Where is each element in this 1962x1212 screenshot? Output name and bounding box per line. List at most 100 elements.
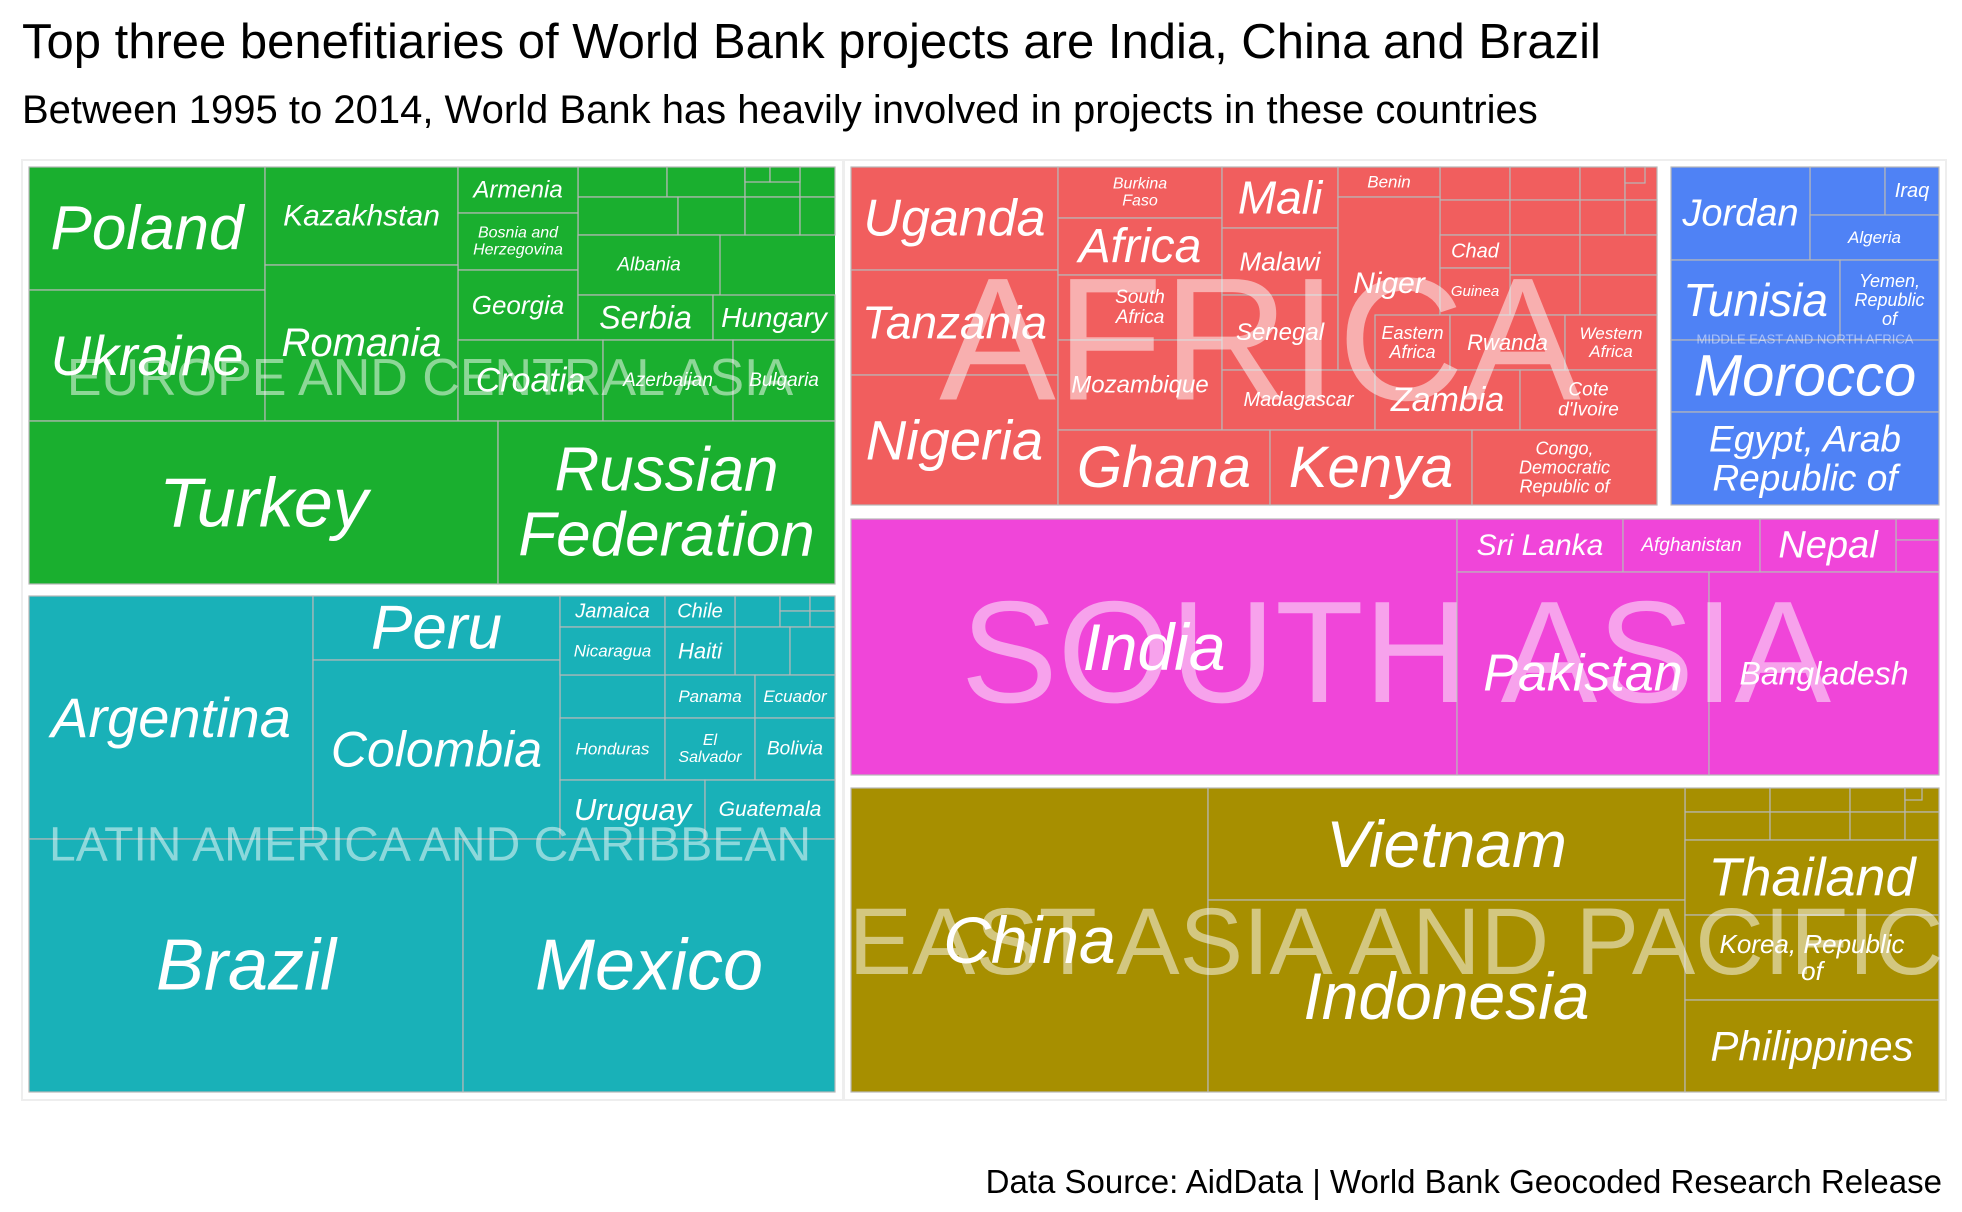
label-rwanda: Rwanda	[1467, 330, 1548, 355]
minor-country-tile	[744, 196, 801, 236]
label-uganda: Uganda	[863, 190, 1045, 248]
label-congo-democratic-republic-of: Congo, Democratic Republic of	[1519, 439, 1612, 497]
label-bangladesh: Bangladesh	[1739, 656, 1908, 692]
label-uruguay: Uruguay	[574, 792, 694, 827]
minor-country-tile	[666, 166, 746, 198]
tile-philippines	[1684, 999, 1940, 1093]
tile-croatia	[457, 339, 604, 422]
minor-country-tile	[769, 166, 801, 183]
tile-uruguay	[559, 779, 706, 840]
label-croatia: Croatia	[476, 362, 586, 400]
minor-country-tile	[559, 674, 666, 719]
label-turkey: Turkey	[159, 464, 372, 542]
minor-country-tile	[577, 196, 679, 236]
label-guatemala: Guatemala	[719, 798, 822, 821]
label-georgia: Georgia	[472, 290, 565, 320]
label-algeria: Algeria	[1847, 228, 1901, 247]
label-eastern-africa: Eastern Africa	[1381, 323, 1443, 362]
tile-ecuador	[754, 674, 836, 719]
minor-country-tile	[1579, 199, 1626, 236]
label-nepal: Nepal	[1778, 525, 1879, 567]
tile-afghanistan	[1622, 518, 1761, 573]
region-label-east-asia-and-pacific: EAST ASIA AND PACIFIC	[849, 889, 1944, 995]
region-label-middle-east-and-north-africa: MIDDLE EAST AND NORTH AFRICA	[1697, 332, 1914, 347]
tile-ukraine	[28, 289, 266, 422]
label-peru: Peru	[371, 594, 502, 663]
label-mozambique: Mozambique	[1071, 372, 1208, 399]
label-jamaica: Jamaica	[574, 601, 649, 623]
tile-pakistan	[1456, 571, 1710, 776]
label-ghana: Ghana	[1077, 435, 1251, 500]
label-mali: Mali	[1238, 172, 1324, 224]
tile-morocco	[1670, 339, 1940, 413]
tile-congo-democratic-republic-of	[1471, 429, 1658, 506]
label-western-africa: Western Africa	[1580, 324, 1643, 361]
tile-egypt-arab-republic-of	[1670, 411, 1940, 506]
label-el-salvador: El Salvador	[678, 732, 742, 766]
minor-country-tile	[1769, 787, 1851, 813]
minor-country-tile	[779, 610, 811, 628]
minor-country-tile	[734, 626, 791, 676]
tile-chile	[664, 595, 736, 628]
minor-country-tile	[744, 166, 771, 183]
label-colombia: Colombia	[331, 722, 542, 778]
minor-country-tile	[789, 626, 836, 676]
minor-country-tile	[577, 166, 668, 198]
minor-country-tile	[799, 166, 836, 198]
tile-india	[850, 518, 1458, 776]
minor-country-tile	[734, 595, 781, 628]
tile-serbia	[577, 294, 714, 341]
minor-country-tile	[809, 595, 836, 612]
tile-tanzania	[850, 269, 1059, 376]
label-cote-d-ivoire: Cote d'Ivoire	[1558, 380, 1619, 421]
tile-guinea	[1439, 267, 1511, 316]
label-serbia: Serbia	[599, 300, 692, 336]
label-india: India	[1082, 610, 1225, 684]
label-bosnia-and-herzegovina: Bosnia and Herzegovina	[473, 225, 563, 259]
tile-mexico	[462, 838, 836, 1093]
tile-bolivia	[754, 717, 836, 781]
label-madagascar: Madagascar	[1243, 389, 1354, 411]
chart-title: Top three benefitiaries of World Bank pr…	[22, 15, 1601, 69]
label-africa: Africa	[1076, 220, 1202, 273]
label-vietnam: Vietnam	[1326, 807, 1567, 881]
tile-indonesia	[1207, 899, 1686, 1093]
minor-country-tile	[1439, 166, 1511, 201]
region-label-europe-and-central-asia: EUROPE AND CENTRAL ASIA	[67, 349, 794, 407]
minor-country-tile	[1579, 234, 1658, 276]
minor-country-tile	[1904, 787, 1923, 801]
tile-nepal	[1759, 518, 1897, 573]
label-guinea: Guinea	[1451, 283, 1499, 300]
minor-country-tile	[1849, 787, 1906, 813]
tile-hungary	[712, 294, 836, 341]
label-armenia: Armenia	[471, 177, 562, 204]
label-honduras: Honduras	[576, 740, 650, 759]
tile-south-africa	[1057, 274, 1223, 341]
tile-panama	[664, 674, 756, 719]
tile-tunisia	[1670, 259, 1841, 341]
chart-subtitle: Between 1995 to 2014, World Bank has hea…	[22, 88, 1538, 132]
tile-western-africa	[1564, 314, 1658, 371]
minor-country-tile	[799, 196, 836, 236]
tile-brazil	[28, 838, 464, 1093]
tile-nigeria	[850, 374, 1059, 506]
label-poland: Poland	[50, 194, 246, 263]
tile-burkina-faso	[1057, 166, 1223, 219]
label-south-africa: South Africa	[1115, 287, 1165, 328]
tile-peru	[312, 595, 561, 661]
label-tanzania: Tanzania	[862, 297, 1047, 349]
label-malawi: Malawi	[1240, 247, 1322, 277]
label-panama: Panama	[678, 687, 741, 706]
label-mexico: Mexico	[535, 926, 763, 1006]
label-bulgaria: Bulgaria	[749, 370, 819, 391]
tile-bulgaria	[732, 339, 836, 422]
tile-mozambique	[1057, 339, 1223, 431]
label-zambia: Zambia	[1390, 381, 1504, 419]
label-philippines: Philippines	[1710, 1023, 1913, 1070]
label-argentina: Argentina	[48, 686, 291, 749]
tile-romania	[264, 264, 459, 422]
minor-country-tile	[1579, 274, 1658, 316]
minor-country-tile	[809, 610, 836, 628]
minor-country-tile	[1895, 518, 1940, 541]
label-niger: Niger	[1353, 267, 1426, 300]
